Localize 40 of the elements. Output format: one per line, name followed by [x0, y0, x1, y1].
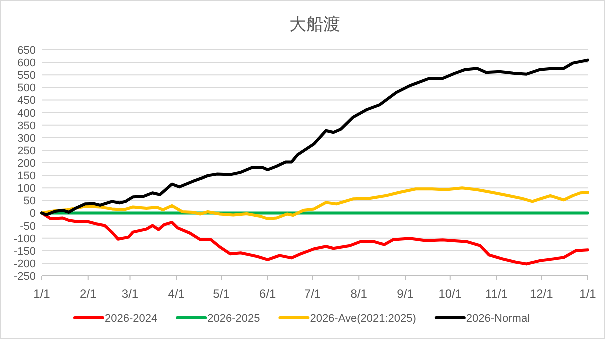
y-tick-label: 350	[18, 120, 36, 132]
y-tick-label: 300	[18, 132, 36, 145]
x-tick-label: 1/1	[580, 287, 597, 301]
x-tick-label: 10/1	[438, 287, 462, 301]
x-tick-label: 7/1	[304, 287, 322, 301]
y-tick-label: 50	[24, 196, 36, 208]
chart-title: 大船渡	[290, 15, 340, 34]
y-tick-label: 500	[18, 82, 36, 95]
legend-label: 2026-Normal	[466, 313, 530, 325]
y-tick-label: 200	[18, 158, 36, 170]
x-tick-label: 2/1	[80, 287, 98, 301]
x-tick-label: 5/1	[213, 287, 230, 301]
x-tick-label: 9/1	[397, 287, 414, 301]
line-series	[40, 212, 590, 266]
x-tick-label: 12/1	[530, 287, 554, 301]
legend-label: 2026-Ave(2021:2025)	[310, 313, 416, 325]
line-series	[40, 58, 590, 216]
legend-label: 2026-2024	[104, 313, 158, 325]
x-tick-label: 6/1	[260, 287, 277, 301]
y-tick-label: -150	[14, 246, 36, 258]
x-tick-label: 8/1	[350, 287, 368, 301]
y-tick-label: 100	[18, 183, 36, 196]
y-tick-label: 600	[18, 58, 36, 70]
y-tick-label: 400	[18, 108, 36, 120]
y-tick-label: -250	[14, 271, 36, 283]
x-tick-label: 4/1	[168, 287, 186, 301]
legend-label: 2026-2025	[208, 313, 260, 325]
y-tick-label: 550	[18, 70, 36, 82]
y-tick-label: 0	[30, 208, 36, 220]
x-tick-label: 11/1	[486, 287, 508, 301]
y-tick-label: -50	[20, 220, 36, 233]
y-tick-label: 650	[18, 45, 36, 57]
line-series	[40, 186, 590, 220]
y-tick-label: -200	[14, 258, 36, 270]
y-tick-label: -100	[14, 233, 36, 246]
y-tick-label: 250	[18, 145, 36, 158]
y-tick-label: 450	[18, 95, 36, 108]
y-tick-label: 150	[18, 170, 36, 183]
x-tick-label: 3/1	[122, 287, 139, 301]
x-tick-label: 1/1	[34, 287, 51, 301]
